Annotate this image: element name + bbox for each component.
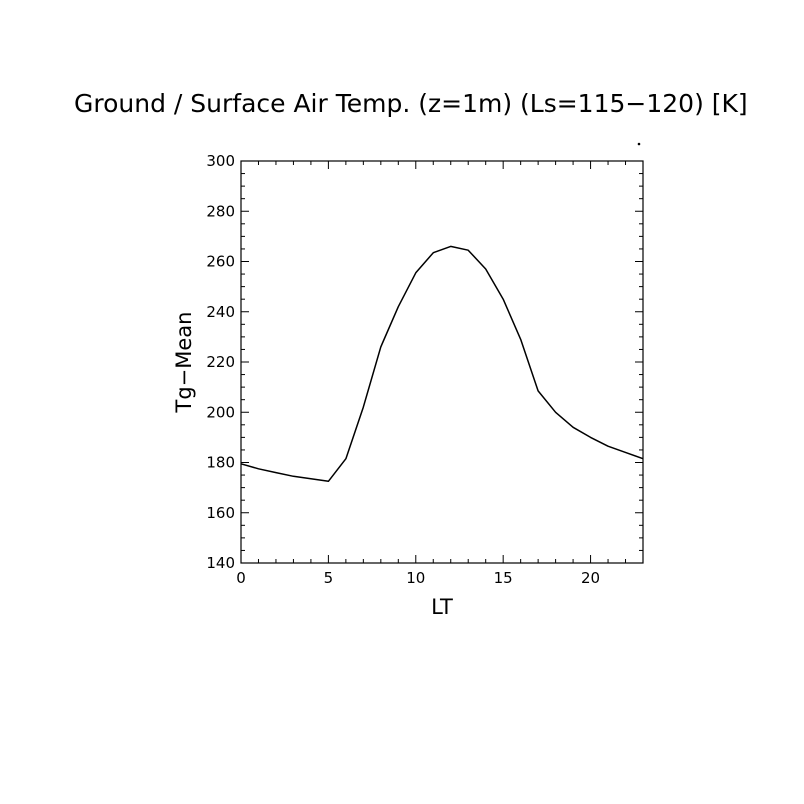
x-axis-label: LT [431,595,453,619]
y-tick-label: 240 [206,303,235,321]
y-tick-label: 160 [206,504,235,522]
y-tick-label: 280 [206,202,235,220]
x-tick-label: 10 [406,569,425,587]
x-tick-labels: 0 5 10 15 20 [236,569,600,587]
series-line [240,245,644,483]
y-tick-label: 300 [206,152,235,170]
x-tick-label: 5 [324,569,334,587]
y-tick-label: 260 [206,253,235,271]
y-tick-label: 200 [206,403,235,421]
chart-title: Ground / Surface Air Temp. (z=1m) (Ls=11… [74,89,748,118]
x-tick-label: 15 [494,569,513,587]
tick-marks [240,160,644,564]
y-tick-label: 220 [206,353,235,371]
stray-dot-mark [637,142,641,146]
y-tick-label: 180 [206,454,235,472]
x-tick-label: 0 [236,569,246,587]
y-tick-label: 140 [206,554,235,572]
x-tick-label: 20 [581,569,600,587]
y-axis-label: Tg−Mean [172,312,196,414]
y-tick-labels: 140 160 180 200 220 240 260 280 300 [206,152,235,572]
